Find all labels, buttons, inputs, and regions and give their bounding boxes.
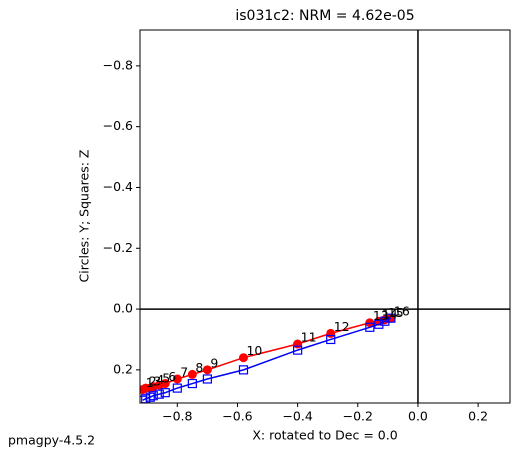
point-circle: [187, 369, 197, 379]
point-label: 13: [373, 308, 389, 323]
point-label: 10: [246, 343, 262, 358]
point-square: [172, 383, 182, 393]
point-circle: [202, 365, 212, 375]
x-tick-label: −0.4: [282, 409, 312, 424]
point-label: 6: [168, 369, 176, 384]
point-circle: [238, 353, 248, 363]
point-label: 3: [153, 374, 161, 389]
y-tick-label: 0.2: [113, 361, 133, 376]
point-square: [154, 389, 164, 399]
point-label: 11: [301, 330, 317, 345]
plot-frame: [139, 29, 511, 404]
point-square: [148, 391, 158, 401]
footer: pmagpy-4.5.2: [8, 433, 95, 448]
y-tick-label: −0.4: [103, 179, 133, 194]
x-tick-label: −0.2: [343, 409, 373, 424]
point-square: [380, 316, 390, 326]
point-label: 7: [180, 364, 188, 379]
x-tick-label: −0.6: [222, 409, 252, 424]
series-line: [142, 317, 392, 401]
point-square: [365, 322, 375, 332]
point-label: 14: [382, 307, 398, 322]
point-square: [187, 378, 197, 389]
point-label: 5: [162, 371, 170, 386]
point-square: [326, 334, 336, 345]
y-axis-label: Circles: Y; Squares: Z: [77, 150, 92, 283]
point-label: 12: [334, 319, 350, 334]
point-square: [238, 365, 249, 375]
point-square: [293, 345, 303, 355]
point-label: 8: [195, 360, 203, 375]
x-axis-label: X: rotated to Dec = 0.0: [252, 428, 397, 443]
point-circle: [160, 379, 170, 389]
y-tick-label: −0.6: [103, 118, 133, 133]
point-square: [160, 388, 170, 398]
point-square: [374, 319, 384, 329]
y-tick-label: −0.2: [103, 240, 133, 255]
y-tick-label: −0.8: [103, 57, 133, 72]
point-label: 16: [394, 304, 410, 319]
point-label: 2: [149, 374, 157, 389]
y-tick-label: 0.0: [113, 301, 133, 316]
point-label: 15: [388, 305, 404, 320]
point-square: [202, 374, 212, 384]
x-tick-label: 0.0: [408, 409, 428, 424]
x-tick-label: −0.8: [162, 409, 192, 424]
point-label: 1: [146, 375, 154, 390]
point-label: 9: [210, 355, 218, 370]
point-square: [386, 313, 396, 323]
point-circle: [172, 374, 182, 384]
point-label: 4: [156, 372, 164, 387]
point-square: [145, 392, 155, 402]
chart-title: is031c2: NRM = 4.62e-05: [235, 8, 414, 24]
x-tick-label: 0.2: [468, 409, 488, 424]
